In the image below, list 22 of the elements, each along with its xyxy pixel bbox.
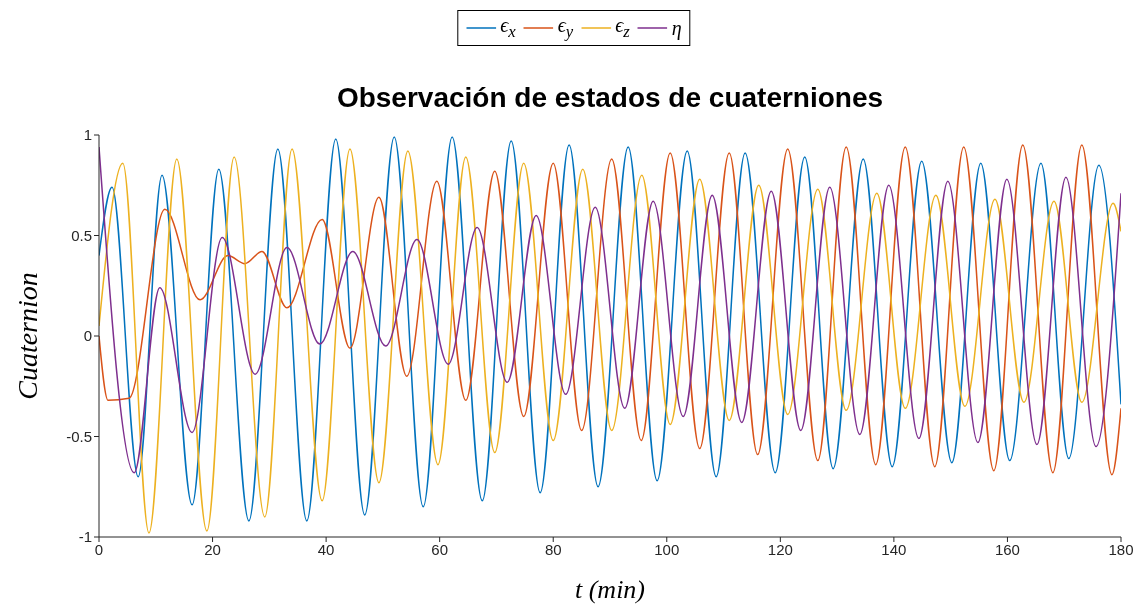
x-tick-label: 0 bbox=[94, 540, 104, 558]
x-tick-label: 180 bbox=[1108, 540, 1134, 558]
legend-label: ϵ$_{z}$ bbox=[615, 14, 630, 42]
x-tick-label: 120 bbox=[767, 540, 793, 558]
x-tick-label: 60 bbox=[431, 540, 449, 558]
y-tick-label: -0.5 bbox=[66, 427, 92, 445]
x-tick-label: 40 bbox=[317, 540, 335, 558]
x-tick-label: 100 bbox=[654, 540, 680, 558]
y-tick-label: -1 bbox=[78, 528, 92, 546]
y-axis-title: Cuaternion bbox=[12, 272, 44, 400]
legend-label: ϵ$_{y}$ bbox=[557, 14, 574, 42]
y-tick-label: 0 bbox=[83, 327, 92, 345]
x-tick-label: 80 bbox=[544, 540, 562, 558]
x-tick-label: 20 bbox=[204, 540, 221, 558]
legend-label: ϵ$_{x}$ bbox=[500, 14, 516, 42]
y-tick-label: 0.5 bbox=[71, 226, 92, 244]
legend-label: η bbox=[671, 16, 682, 40]
y-tick-label: 1 bbox=[83, 126, 92, 144]
chart-title: Observación de estados de cuaterniones bbox=[335, 82, 885, 114]
x-tick-label: 140 bbox=[881, 540, 907, 558]
x-axis-title: t (min) bbox=[573, 575, 646, 605]
x-tick-label: 160 bbox=[994, 540, 1020, 558]
